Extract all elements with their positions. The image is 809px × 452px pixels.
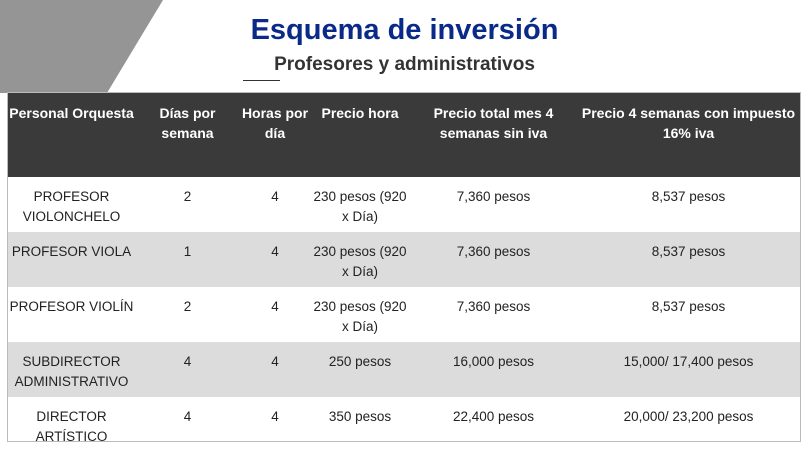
table-cell: 4	[240, 342, 310, 397]
header-cell: Precio total mes 4 semanas sin iva	[410, 93, 577, 177]
divider	[243, 80, 280, 81]
table-cell: 4	[183, 409, 192, 424]
header-cell: Precio 4 semanas con impuesto 16% iva	[577, 93, 800, 177]
table-cell: 16,000 pesos	[410, 342, 577, 397]
header-cell: Personal Orquesta	[8, 93, 135, 177]
table-cell: SUBDIRECTOR ADMINISTRATIVO	[8, 342, 135, 397]
table-cell: PROFESOR VIOLÍN	[9, 299, 134, 314]
header-cell: Precio hora	[310, 93, 410, 177]
table-selection-frame[interactable]	[7, 92, 801, 442]
table-cell: 8,537 pesos	[651, 189, 726, 204]
table-cell: PROFESOR VIOLONCHELO	[22, 189, 121, 224]
table-row: PROFESOR VIOLA 1 4 230 pesos (920 x Día) 7,3…	[8, 232, 800, 287]
table-cell: 350 pesos	[328, 409, 392, 424]
table-cell: 4	[135, 342, 240, 397]
table-cell: 4	[271, 189, 279, 204]
table-cell: 20,000/ 23,200 pesos	[623, 409, 754, 424]
table-cell: 22,400 pesos	[452, 409, 535, 424]
table-cell: 4	[271, 409, 279, 424]
table-cell: DIRECTOR ARTÍSTICO	[35, 409, 108, 444]
table-row: DIRECTOR ARTÍSTICO 4 4 350 pesos 22,400 peso…	[8, 397, 800, 452]
table-cell: 230 pesos (920 x Día)	[313, 189, 407, 224]
table-cell: 4	[271, 299, 279, 314]
page-subtitle: Profesores y administrativos	[274, 54, 535, 75]
table-cell: 4	[240, 232, 310, 287]
table-cell: 250 pesos	[310, 342, 410, 397]
table-row: SUBDIRECTOR ADMINISTRATIVO 4 4 250 pesos 16,…	[8, 342, 800, 397]
header-cell: Días por semana	[135, 93, 240, 177]
table-row: PROFESOR VIOLONCHELO 2 4 230 pesos (920 x D…	[8, 177, 800, 232]
table-cell: 1	[135, 232, 240, 287]
table-cell: 8,537 pesos	[577, 232, 800, 287]
table-cell: 2	[183, 299, 192, 314]
table-cell: 7,360 pesos	[456, 189, 531, 204]
header-cell: Horas por día	[240, 93, 310, 177]
page-title: Esquema de inversión	[250, 14, 559, 46]
table-cell: 8,537 pesos	[651, 299, 726, 314]
table-cell: 7,360 pesos	[410, 232, 577, 287]
investment-table: Personal Orquesta Días por semana Horas …	[8, 93, 800, 452]
table-header-row: Personal Orquesta Días por semana Horas …	[8, 93, 800, 177]
table-cell: PROFESOR VIOLA	[8, 232, 135, 287]
table-cell: 15,000/ 17,400 pesos	[577, 342, 800, 397]
table-cell: 7,360 pesos	[456, 299, 531, 314]
table-cell: 230 pesos (920 x Día)	[310, 232, 410, 287]
table-row: PROFESOR VIOLÍN 2 4 230 pesos (920 x Día) 7,…	[8, 287, 800, 342]
table-cell: 2	[183, 189, 192, 204]
table-cell: 230 pesos (920 x Día)	[313, 299, 407, 334]
